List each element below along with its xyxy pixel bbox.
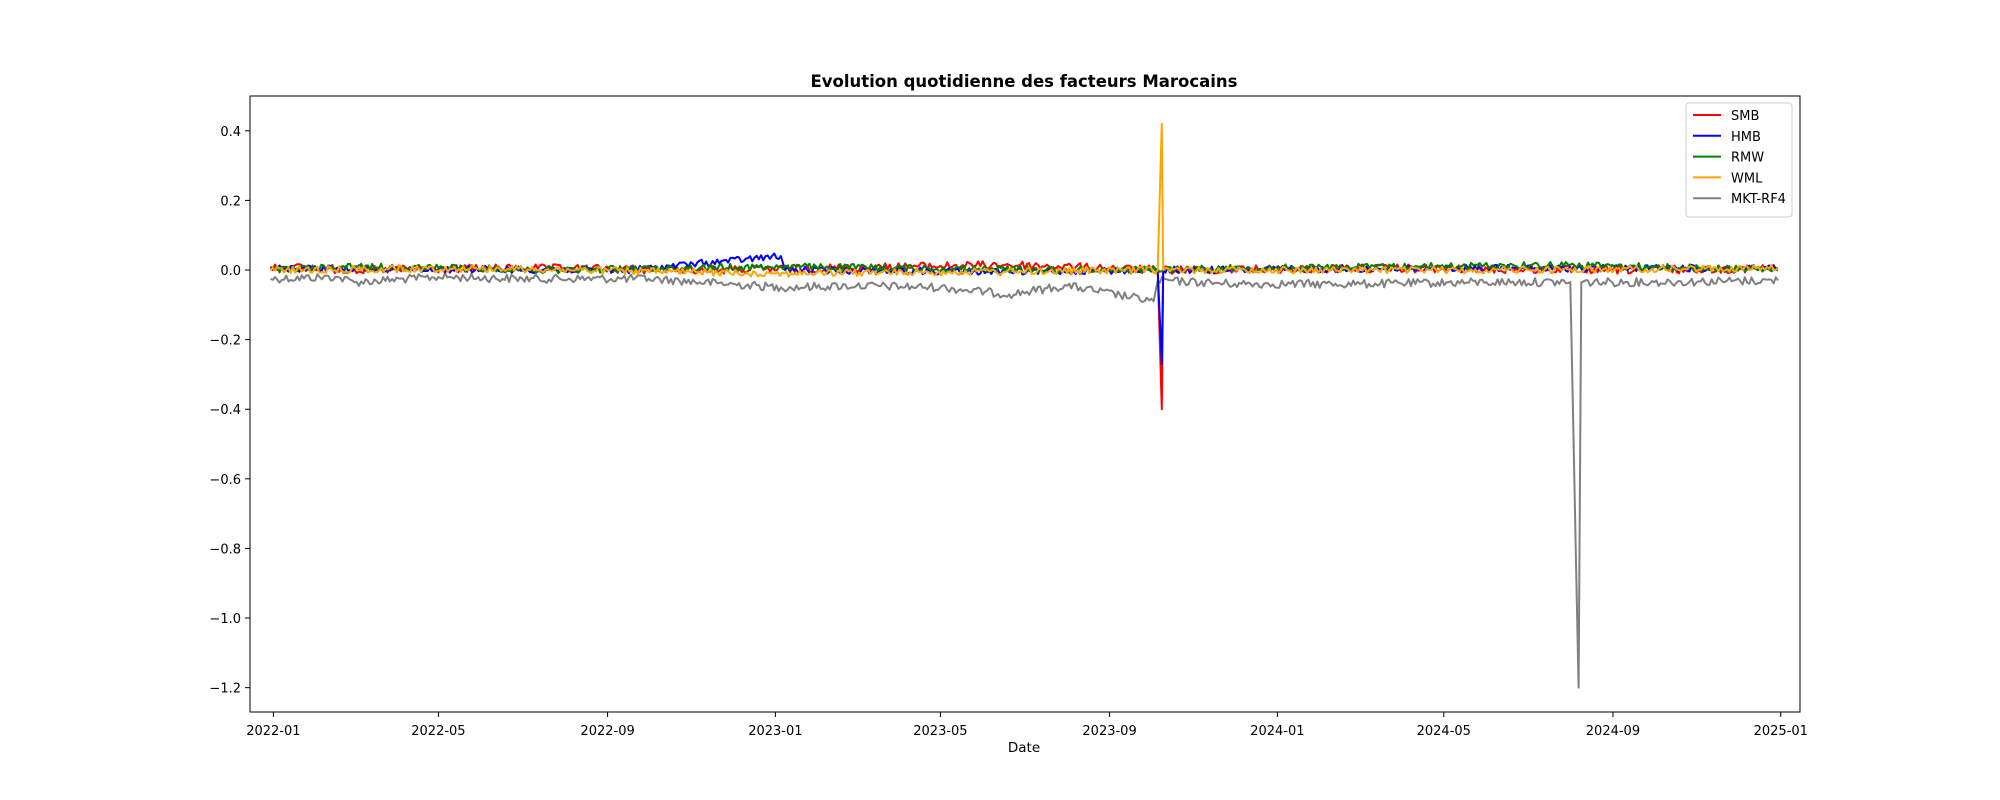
series-line-wml bbox=[269, 122, 1779, 278]
y-tick-label: 0.4 bbox=[220, 125, 241, 140]
y-tick-label: −0.4 bbox=[209, 403, 241, 418]
series-layer bbox=[269, 122, 1779, 689]
chart-title: Evolution quotidienne des facteurs Maroc… bbox=[810, 72, 1237, 91]
legend-label-smb: SMB bbox=[1731, 109, 1759, 124]
x-axis-label: Date bbox=[1008, 740, 1040, 756]
x-tick-label: 2023-09 bbox=[1082, 724, 1136, 739]
legend-box bbox=[1685, 102, 1793, 218]
legend-label-rmw: RMW bbox=[1731, 151, 1764, 166]
x-tick-label: 2024-01 bbox=[1250, 724, 1304, 739]
x-tick-label: 2022-01 bbox=[246, 724, 300, 739]
x-tick-label: 2023-05 bbox=[913, 724, 967, 739]
legend: SMB HMB RMW WML MKT-RF4 bbox=[1685, 102, 1793, 218]
y-tick-label: −0.8 bbox=[209, 542, 241, 557]
x-tick-label: 2025-01 bbox=[1754, 724, 1808, 739]
ticks-layer: 2022-01 2022-05 2022-09 2023-01 2023-05 2023-… bbox=[209, 125, 1807, 739]
legend-label-hmb: HMB bbox=[1731, 130, 1761, 145]
x-tick-label: 2023-01 bbox=[748, 724, 802, 739]
plot-frame bbox=[249, 95, 1801, 713]
legend-label-wml: WML bbox=[1731, 171, 1763, 186]
y-tick-label: −1.2 bbox=[209, 682, 241, 697]
x-tick-label: 2024-09 bbox=[1586, 724, 1640, 739]
y-tick-label: 0.2 bbox=[220, 194, 241, 209]
x-tick-label: 2022-05 bbox=[411, 724, 465, 739]
legend-label-mkt-rf4: MKT-RF4 bbox=[1731, 192, 1786, 207]
y-tick-label: −0.2 bbox=[209, 334, 241, 349]
y-tick-label: −1.0 bbox=[209, 612, 241, 627]
y-tick-label: 0.0 bbox=[220, 264, 241, 279]
x-tick-label: 2022-09 bbox=[580, 724, 634, 739]
y-tick-label: −0.6 bbox=[209, 473, 241, 488]
series-line-mkt-rf4 bbox=[270, 272, 1779, 689]
x-tick-label: 2024-05 bbox=[1417, 724, 1471, 739]
series-line-hmb bbox=[270, 252, 1779, 365]
